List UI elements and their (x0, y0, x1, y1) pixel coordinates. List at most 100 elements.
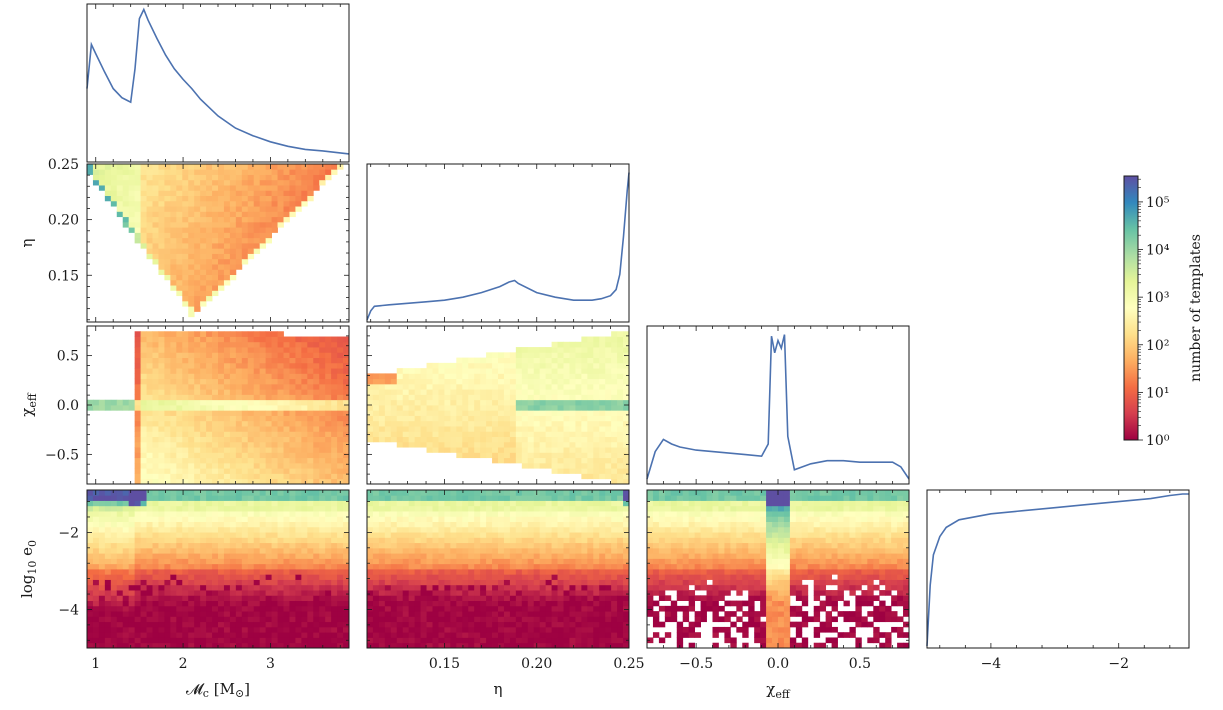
hist-cell (218, 347, 225, 353)
hist-cell (569, 457, 576, 464)
hist-cell (271, 532, 278, 538)
hist-cell (200, 357, 207, 364)
hist-cell (396, 590, 404, 596)
hist-cell (301, 632, 308, 638)
hist-cell (253, 478, 261, 485)
hist-cell (301, 511, 308, 517)
hist-cell (253, 420, 261, 427)
hist-cell (509, 394, 517, 401)
hist-cell (170, 347, 177, 353)
hist-cell (158, 452, 165, 459)
hist-cell (247, 399, 255, 406)
hist-cell (253, 516, 261, 522)
hist-cell (432, 426, 439, 432)
hist-cell (587, 468, 594, 474)
hist-cell (140, 600, 147, 607)
hist-cell (402, 579, 410, 586)
hist-cell (420, 547, 427, 554)
hist-cell (420, 642, 427, 649)
hist-cell (420, 436, 427, 443)
hist-cell (98, 553, 106, 559)
hist-cell (122, 626, 130, 633)
hist-cell (170, 331, 177, 337)
hist-cell (223, 389, 231, 395)
hist-cell (176, 200, 183, 207)
hist-cell (390, 563, 398, 570)
hist-cell (229, 169, 237, 175)
hist-cell (212, 579, 219, 586)
hist-cell (241, 237, 249, 244)
hist-cell (384, 637, 392, 644)
hist-cell (402, 410, 410, 416)
hist-cell (307, 341, 314, 348)
hist-cell (569, 521, 576, 528)
hist-cell (164, 447, 171, 453)
hist-cell (444, 399, 451, 406)
hist-cell (206, 642, 213, 649)
hist-cell (206, 206, 213, 212)
hist-cell (372, 611, 380, 617)
hist-cell (581, 362, 588, 369)
hist-cell (581, 399, 588, 406)
hist-cell (474, 357, 481, 364)
hist-cell (164, 441, 171, 448)
hist-cell (515, 431, 523, 437)
hist-cell (128, 511, 136, 517)
hist-cell (331, 584, 338, 591)
hist-cell (408, 626, 416, 633)
hist-cell (247, 179, 255, 186)
hist-cell (408, 632, 416, 638)
hist-cell (176, 279, 183, 286)
hist-cell (265, 452, 272, 459)
hist-cell (313, 462, 320, 469)
hist-cell (498, 611, 505, 617)
hist-cell (372, 584, 380, 591)
hist-cell (569, 405, 576, 411)
hist-cell (372, 389, 380, 395)
hist-cell (331, 405, 338, 411)
hist-cell (122, 164, 130, 170)
hist-cell (498, 542, 505, 549)
hist-cell (164, 206, 171, 212)
hist-cell (325, 357, 332, 364)
hist-cell (509, 436, 517, 443)
hist-cell (319, 373, 326, 380)
hist-cell (605, 405, 612, 411)
hist-cell (563, 505, 570, 512)
hist-cell (241, 227, 249, 233)
hist-cell (194, 642, 201, 649)
hist-cell (218, 626, 225, 633)
hist-cell (194, 237, 201, 244)
hist-cell (593, 462, 600, 469)
hist-cell (223, 547, 231, 554)
hist-cell (563, 621, 570, 628)
hist-cell (527, 558, 535, 565)
hist-cell (253, 331, 261, 337)
hist-cell (235, 563, 243, 570)
hist-cell (170, 174, 177, 181)
hist-cell (480, 447, 487, 453)
hist-cell (146, 431, 153, 437)
hist-cell (533, 542, 541, 549)
hist-cell (396, 426, 404, 432)
hist-cell (134, 190, 141, 196)
hist-cell (444, 521, 451, 528)
hist-cell (438, 447, 445, 453)
hist-cell (277, 394, 284, 401)
hist-cell (140, 232, 147, 239)
hist-cell (378, 595, 386, 601)
hist-cell (623, 468, 630, 474)
hist-cell (212, 394, 219, 401)
hist-cell (188, 174, 195, 181)
hist-cell (259, 468, 267, 474)
hist-cell (188, 357, 195, 364)
hist-cell (301, 526, 308, 533)
hist-cell (533, 537, 541, 544)
hist-cell (158, 600, 165, 607)
hist-cell (212, 511, 219, 517)
hist-cell (587, 394, 594, 401)
hist-cell (271, 553, 278, 559)
hist-cell (140, 542, 147, 549)
hist-cell (247, 420, 255, 427)
hist-cell (128, 579, 136, 586)
